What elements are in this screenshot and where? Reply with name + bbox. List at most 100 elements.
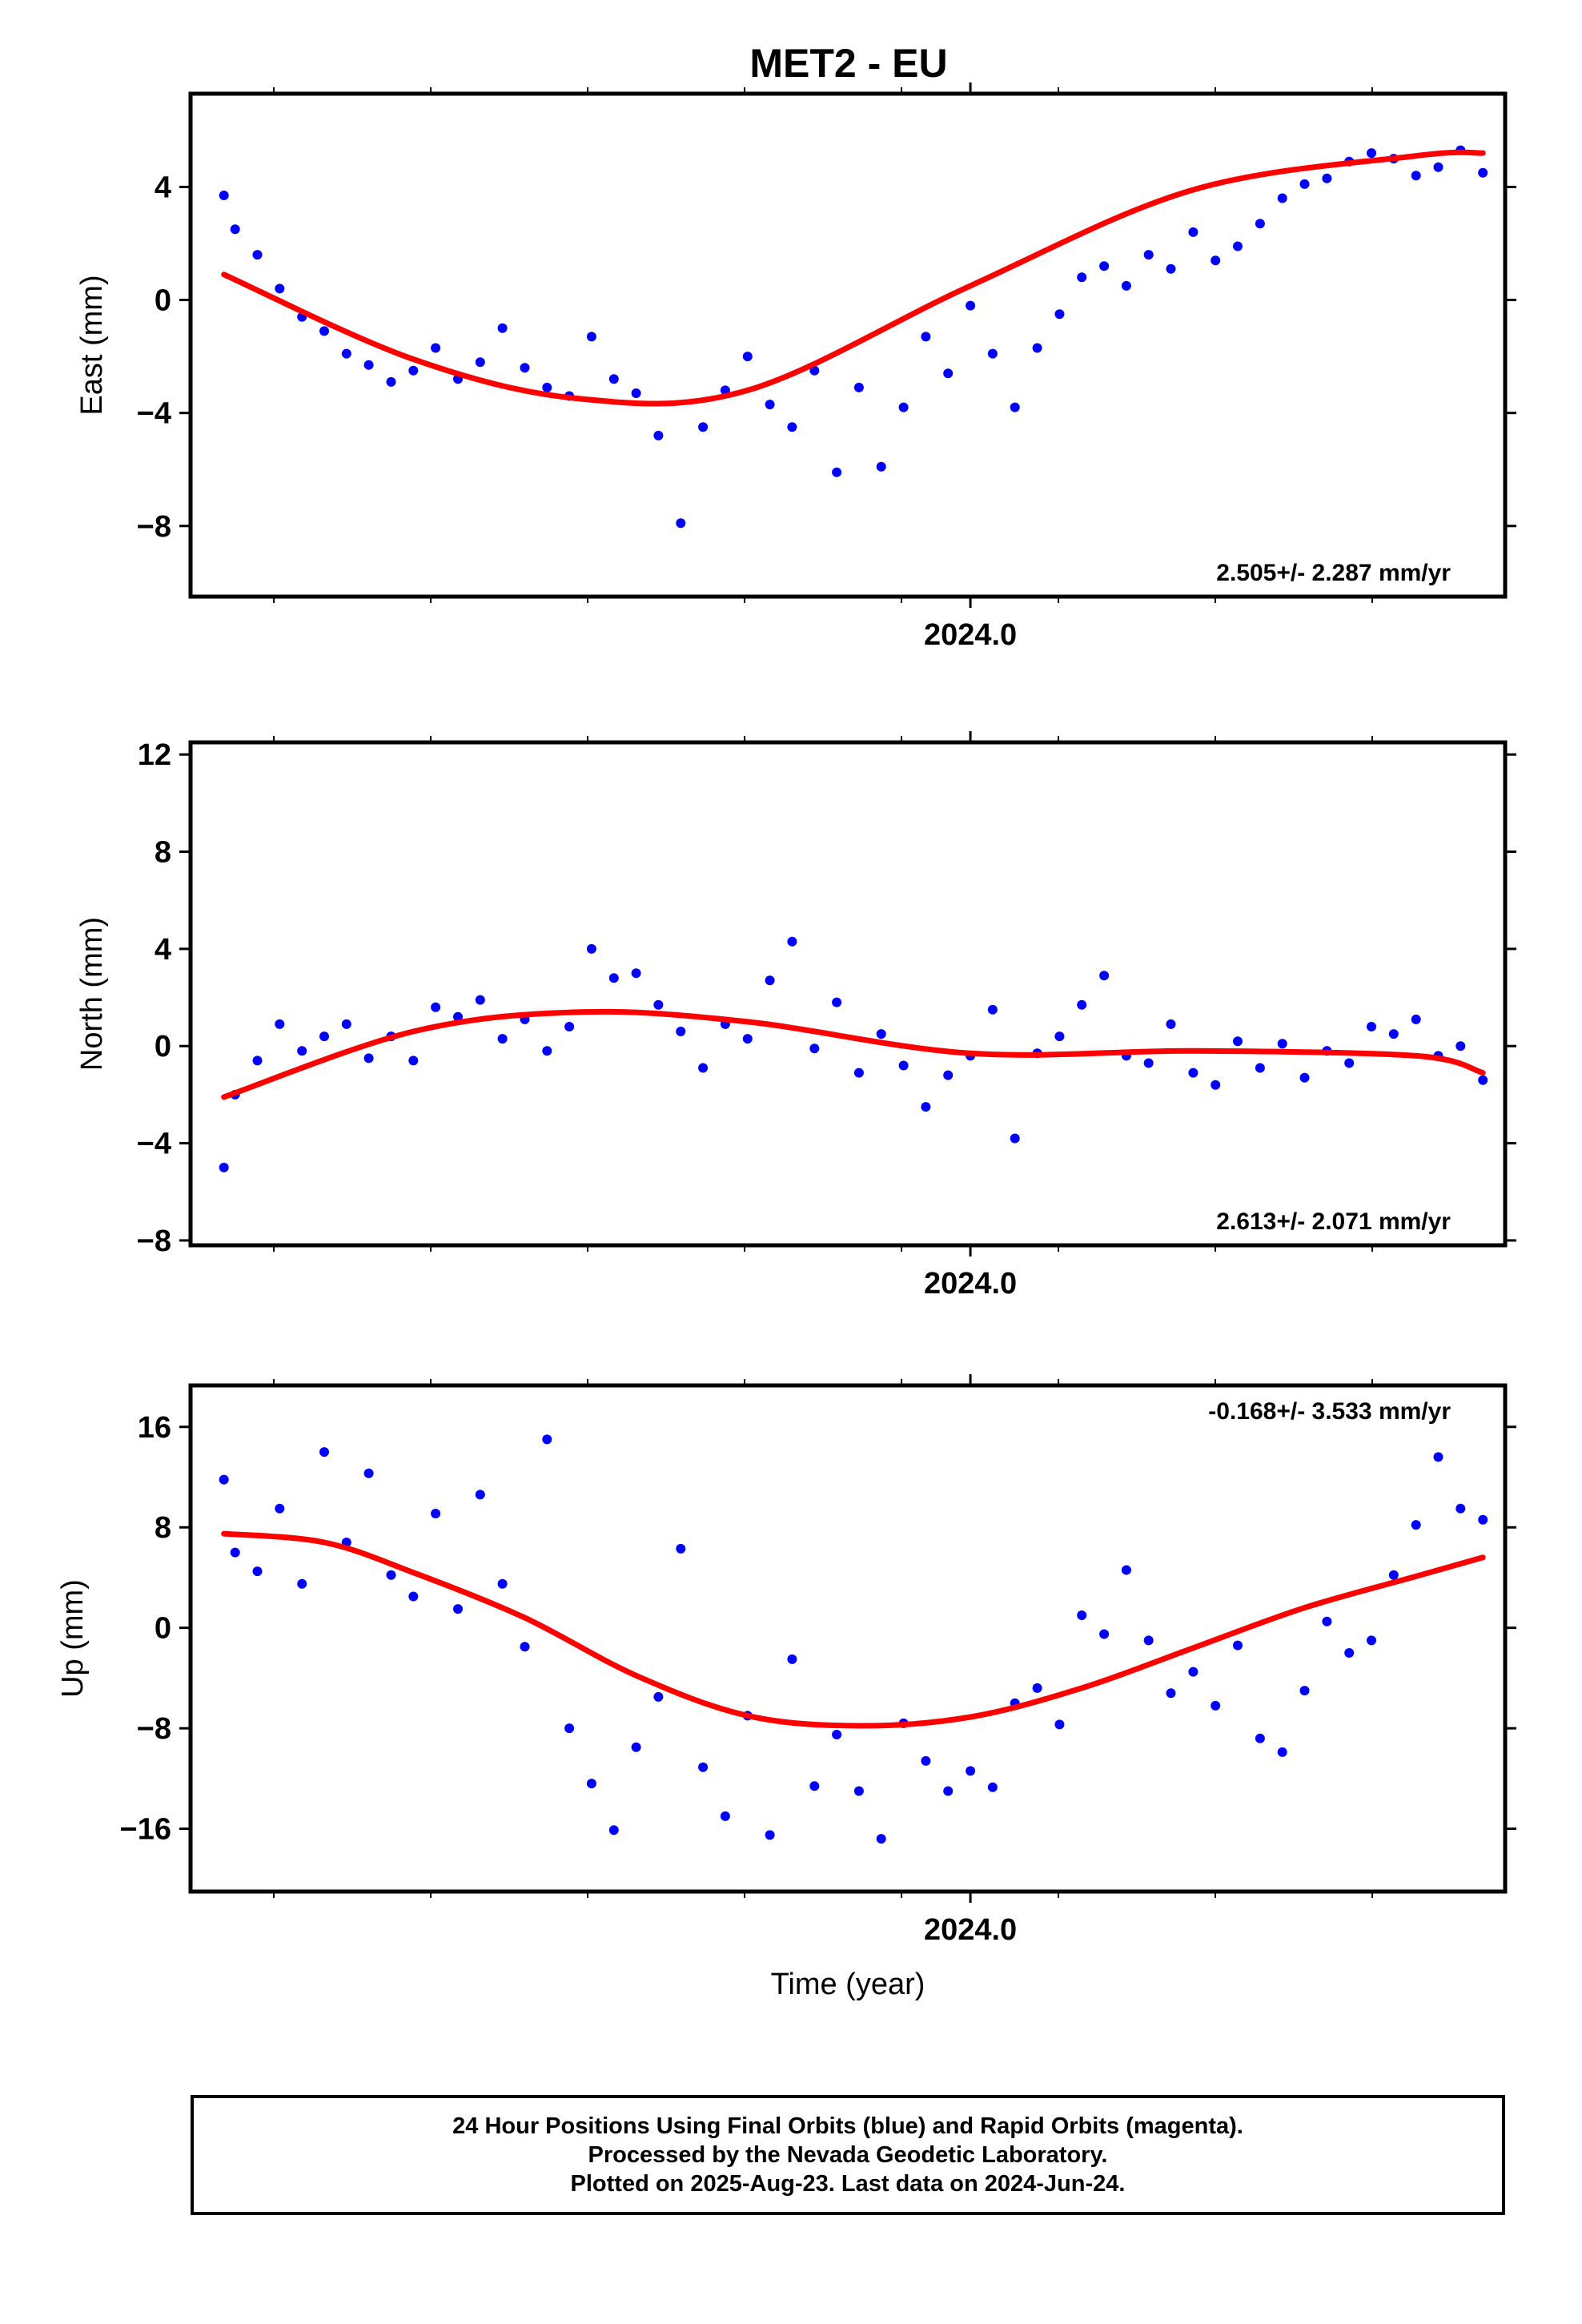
up-data-point xyxy=(1388,1570,1399,1580)
up-data-point xyxy=(219,1474,229,1485)
north-data-point xyxy=(608,973,619,983)
chart-title: MET2 - EU xyxy=(749,41,947,86)
up-data-point xyxy=(542,1434,552,1445)
up-data-point xyxy=(787,1654,797,1664)
north-data-point xyxy=(787,936,797,947)
up-data-point xyxy=(319,1447,329,1458)
up-data-point xyxy=(943,1786,954,1796)
processing-info-line-2: Processed by the Nevada Geodetic Laborat… xyxy=(588,2142,1108,2168)
up-data-point xyxy=(1433,1452,1443,1462)
up-data-point xyxy=(431,1509,441,1518)
north-data-point xyxy=(1010,1133,1020,1144)
east-data-point xyxy=(943,368,954,379)
east-panel: 2024.0 4 0 −4 −8 East (mm) 2.505+/- 2.287 mm/y… xyxy=(75,82,1516,652)
up-data-point xyxy=(275,1503,285,1514)
up-data-point xyxy=(363,1468,374,1478)
up-points xyxy=(219,1434,1488,1844)
north-y-axis-label: North (mm) xyxy=(75,917,109,1071)
north-y-tick-label: −8 xyxy=(137,1224,171,1258)
up-data-point xyxy=(720,1811,730,1821)
up-data-point xyxy=(1367,1635,1376,1646)
chart-panels: 2024.0 4 0 −4 −8 East (mm) 2.505+/- 2.287 mm/y… xyxy=(56,82,1516,1947)
east-data-point xyxy=(1255,219,1265,229)
north-data-point xyxy=(252,1055,263,1066)
north-data-point xyxy=(297,1046,307,1056)
up-data-point xyxy=(297,1578,307,1589)
east-data-point xyxy=(832,467,842,477)
north-data-point xyxy=(943,1070,954,1080)
up-data-point xyxy=(921,1755,931,1766)
north-data-point xyxy=(275,1019,285,1029)
up-data-point xyxy=(1344,1648,1355,1658)
east-y-tick-label: 4 xyxy=(155,171,171,204)
east-data-point xyxy=(542,382,552,392)
up-data-point xyxy=(1255,1733,1265,1743)
north-y-tick-label: −4 xyxy=(137,1128,171,1161)
east-data-point xyxy=(341,348,351,359)
east-data-point xyxy=(1277,193,1287,203)
north-data-point xyxy=(921,1102,931,1112)
east-data-point xyxy=(497,323,508,333)
east-y-tick-label: −4 xyxy=(137,397,171,431)
north-panel: 2024.0 12 8 4 0 −4 −8 North (mm) 2.613+/- 2.071 … xyxy=(75,731,1516,1301)
up-data-point xyxy=(1121,1565,1131,1575)
north-data-point xyxy=(408,1055,419,1066)
east-data-point xyxy=(765,400,775,410)
north-y-tick-label: 4 xyxy=(155,933,171,967)
up-data-point xyxy=(653,1691,664,1702)
east-data-point xyxy=(408,365,419,376)
east-data-point xyxy=(1211,255,1221,266)
north-data-point xyxy=(765,975,775,986)
east-data-point xyxy=(1233,241,1243,251)
up-data-point xyxy=(1277,1747,1287,1757)
east-data-point xyxy=(475,357,485,368)
up-data-point xyxy=(809,1781,820,1791)
north-data-point xyxy=(809,1043,820,1054)
east-data-point xyxy=(431,343,441,353)
east-data-point xyxy=(876,461,886,472)
north-data-point xyxy=(319,1031,329,1042)
processing-info-line-3: Plotted on 2025-Aug-23. Last data on 202… xyxy=(570,2171,1126,2197)
north-data-point xyxy=(1188,1068,1199,1078)
up-data-point xyxy=(987,1782,998,1792)
east-data-point xyxy=(653,430,664,440)
north-data-point xyxy=(876,1029,886,1039)
north-points xyxy=(219,936,1488,1172)
up-data-point xyxy=(408,1591,419,1602)
up-data-point xyxy=(1099,1629,1110,1639)
east-data-point xyxy=(1299,179,1310,189)
up-data-point xyxy=(564,1723,575,1734)
up-y-tick-label: 8 xyxy=(155,1511,171,1545)
x-axis-label: Time (year) xyxy=(771,1968,926,2001)
up-x-tick-label: 2024.0 xyxy=(924,1913,1017,1947)
north-data-point xyxy=(1099,971,1110,981)
east-data-point xyxy=(1166,263,1176,274)
up-data-point xyxy=(698,1762,709,1772)
north-rate-annotation: 2.613+/- 2.071 mm/yr xyxy=(1216,1208,1451,1235)
processing-info-line-1: 24 Hour Positions Using Final Orbits (bl… xyxy=(452,2113,1243,2139)
north-data-point xyxy=(1233,1036,1243,1047)
up-data-point xyxy=(230,1547,240,1558)
up-data-point xyxy=(765,1830,775,1840)
up-data-point xyxy=(497,1578,508,1589)
east-plot-frame xyxy=(188,91,1508,599)
east-data-point xyxy=(230,224,240,235)
east-data-point xyxy=(520,363,530,373)
north-data-point xyxy=(987,1004,998,1015)
east-data-point xyxy=(1478,167,1488,178)
east-data-point xyxy=(698,422,709,432)
up-data-point xyxy=(1143,1635,1154,1646)
east-data-point xyxy=(676,518,686,529)
north-data-point xyxy=(698,1063,709,1073)
north-data-point xyxy=(898,1060,909,1071)
up-data-point xyxy=(475,1490,485,1500)
up-y-tick-label: −8 xyxy=(137,1712,171,1746)
east-data-point xyxy=(1010,402,1020,412)
up-fit-curve xyxy=(221,1530,1486,1729)
east-data-point xyxy=(386,376,396,387)
up-data-point xyxy=(453,1604,463,1614)
north-data-point xyxy=(676,1027,686,1036)
east-data-point xyxy=(631,388,641,398)
up-y-axis-label: Up (mm) xyxy=(56,1579,90,1698)
up-data-point xyxy=(1077,1610,1087,1620)
